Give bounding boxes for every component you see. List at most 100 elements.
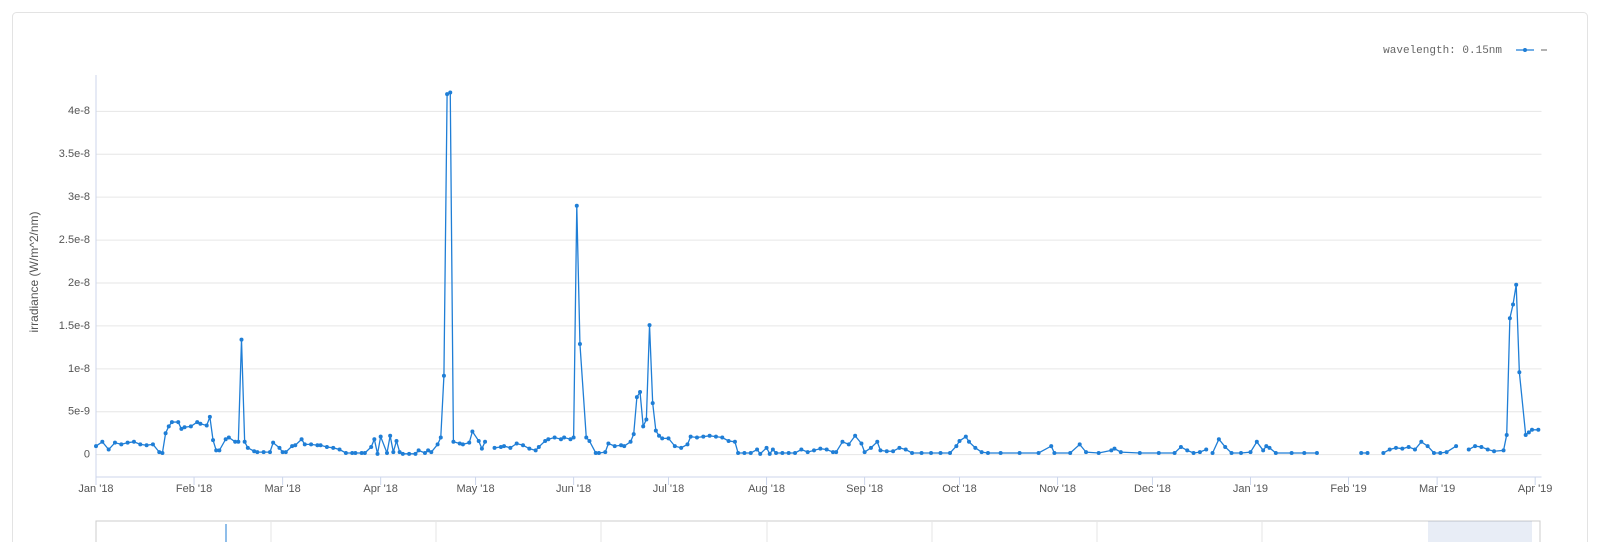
data-point — [767, 451, 772, 456]
data-point — [1185, 448, 1190, 453]
data-point — [875, 439, 880, 444]
data-point — [660, 436, 665, 441]
data-point — [498, 444, 503, 449]
data-point — [666, 436, 671, 441]
data-point — [1523, 432, 1528, 437]
data-point — [973, 445, 978, 450]
data-point — [1501, 448, 1506, 453]
data-point — [369, 444, 374, 449]
data-point — [315, 443, 320, 448]
x-tick-label: Dec '18 — [1134, 483, 1171, 495]
data-point — [233, 439, 238, 444]
data-point — [1425, 444, 1430, 449]
data-point — [1052, 450, 1057, 455]
data-point — [198, 421, 203, 426]
data-point — [223, 437, 228, 442]
legend-marker — [1523, 48, 1527, 52]
data-point — [195, 420, 200, 425]
data-point — [647, 323, 652, 328]
y-axis-label: irradiance (W/m^2/nm) — [27, 212, 41, 333]
data-point — [267, 450, 272, 455]
card — [12, 12, 1588, 542]
data-point — [1191, 450, 1196, 455]
data-point — [226, 435, 231, 440]
data-point — [1137, 450, 1142, 455]
data-point — [1204, 447, 1209, 452]
data-point — [217, 448, 222, 453]
data-point — [302, 442, 307, 447]
data-point — [245, 445, 250, 450]
data-point — [1400, 446, 1405, 451]
data-point — [1492, 449, 1497, 454]
data-point — [457, 441, 462, 446]
data-point — [1359, 450, 1364, 455]
data-point — [1049, 444, 1054, 449]
data-point — [884, 449, 889, 454]
data-point — [631, 432, 636, 437]
data-point — [903, 447, 908, 452]
data-point — [112, 440, 117, 445]
data-point — [416, 448, 421, 453]
data-point — [429, 450, 434, 455]
data-point — [435, 442, 440, 447]
data-point — [188, 424, 193, 429]
data-point — [1289, 450, 1294, 455]
data-point — [812, 448, 817, 453]
data-point — [830, 450, 835, 455]
data-point — [954, 444, 959, 449]
x-tick-label: Mar '19 — [1419, 483, 1455, 495]
data-point — [384, 450, 389, 455]
x-tick-label: Sep '18 — [846, 483, 883, 495]
data-point — [1239, 450, 1244, 455]
data-point — [742, 450, 747, 455]
data-point — [1530, 427, 1535, 432]
data-point — [533, 448, 538, 453]
data-point — [1431, 450, 1436, 455]
data-point — [546, 437, 551, 442]
data-point — [438, 435, 443, 440]
data-point — [963, 434, 968, 439]
data-point — [612, 444, 617, 449]
data-point — [1156, 450, 1161, 455]
x-tick-label: Oct '18 — [942, 483, 977, 495]
data-point — [422, 450, 427, 455]
data-point — [337, 447, 342, 452]
data-point — [378, 434, 383, 439]
data-point — [94, 444, 98, 449]
y-tick-label: 1.5e-8 — [59, 320, 90, 332]
data-point — [1248, 450, 1253, 455]
data-point — [353, 450, 358, 455]
y-tick-label: 5e-9 — [68, 406, 90, 418]
series — [94, 90, 1541, 456]
data-point — [359, 450, 364, 455]
data-point — [878, 448, 883, 453]
data-point — [948, 450, 953, 455]
x-tick-label: Feb '18 — [176, 483, 212, 495]
y-tick-label: 0 — [84, 449, 90, 461]
data-point — [910, 450, 915, 455]
data-point — [805, 450, 810, 455]
data-point — [853, 433, 858, 438]
data-point — [388, 433, 393, 438]
data-point — [1229, 450, 1234, 455]
data-point — [106, 447, 111, 452]
data-point — [1210, 450, 1215, 455]
data-point — [242, 439, 247, 444]
data-point — [770, 447, 775, 452]
data-point — [891, 449, 896, 454]
data-point — [318, 443, 323, 448]
x-tick-label: Jan '19 — [1233, 483, 1268, 495]
data-point — [324, 444, 329, 449]
data-point — [160, 450, 165, 455]
data-point — [1438, 450, 1443, 455]
data-point — [859, 441, 864, 446]
data-point — [1412, 447, 1417, 452]
data-point — [400, 451, 405, 456]
data-point — [1178, 444, 1183, 449]
data-point — [577, 341, 582, 346]
data-point — [309, 442, 314, 447]
data-point — [163, 431, 168, 436]
data-point — [732, 439, 737, 444]
data-point — [252, 449, 257, 454]
